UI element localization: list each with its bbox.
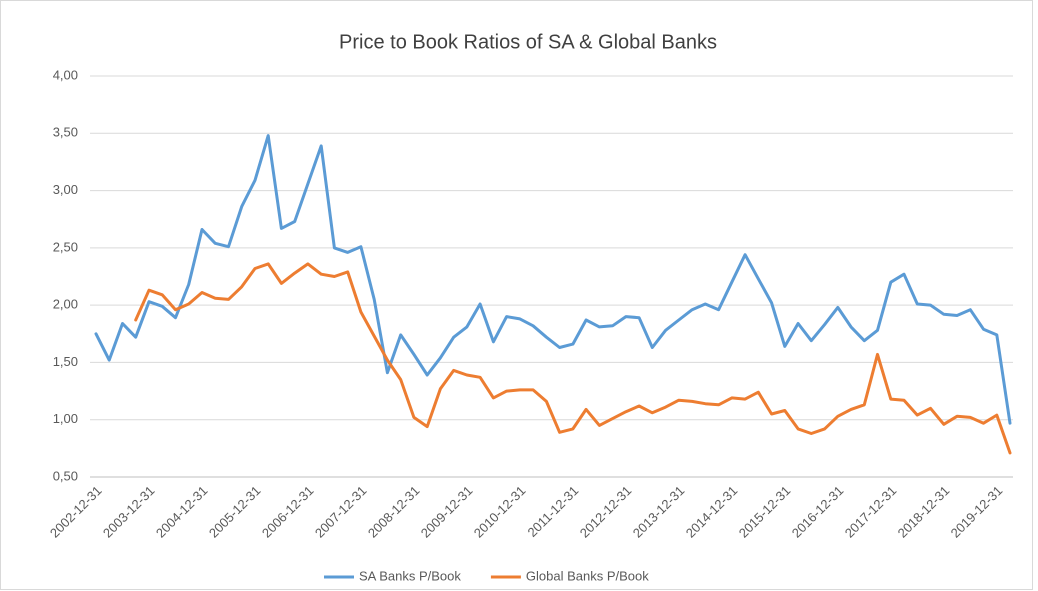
series-line [134, 262, 1012, 455]
y-tick-label: 1,00 [53, 411, 78, 426]
y-tick-label: 0,50 [53, 468, 78, 483]
chart-title: Price to Book Ratios of SA & Global Bank… [339, 31, 717, 53]
y-tick-label: 4,00 [53, 67, 78, 82]
y-tick-label: 2,00 [53, 297, 78, 312]
y-tick-label: 3,50 [53, 125, 78, 140]
y-tick-label: 2,50 [53, 239, 78, 254]
y-tick-label: 3,00 [53, 182, 78, 197]
series-line [94, 134, 1012, 425]
legend-label: Global Banks P/Book [526, 568, 649, 583]
y-tick-label: 1,50 [53, 354, 78, 369]
legend-label: SA Banks P/Book [359, 568, 461, 583]
